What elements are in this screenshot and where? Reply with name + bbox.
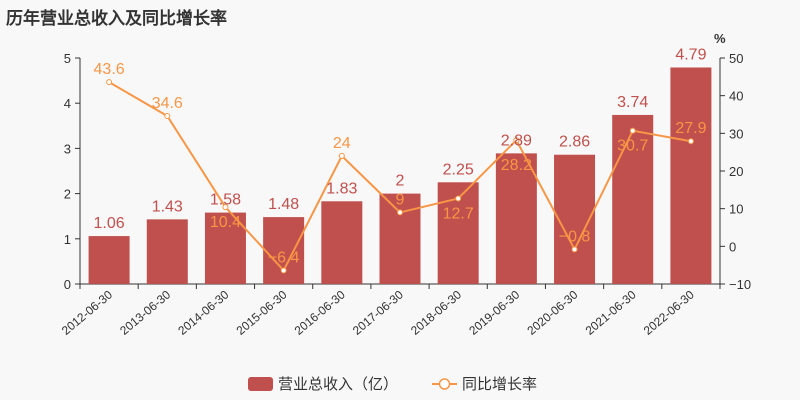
left-tick-label: 1 xyxy=(64,232,71,247)
right-tick-label: 50 xyxy=(729,51,743,66)
line-label: 12.7 xyxy=(443,205,474,222)
left-tick-label: 5 xyxy=(64,51,71,66)
x-tick-label: 2021-06-30 xyxy=(583,287,639,337)
line-label: 34.6 xyxy=(152,95,183,112)
line-point xyxy=(629,127,636,134)
line-label: 30.7 xyxy=(617,138,648,155)
bar xyxy=(612,114,654,285)
line-point xyxy=(455,195,462,202)
bar-label: 1.06 xyxy=(94,215,125,232)
x-tick-label: 2020-06-30 xyxy=(524,287,580,337)
bar xyxy=(88,236,130,284)
x-tick-label: 2022-06-30 xyxy=(641,287,697,337)
bar-label: 1.48 xyxy=(268,196,299,213)
left-tick-label: 3 xyxy=(64,141,71,156)
x-tick-label: 2018-06-30 xyxy=(408,287,464,337)
line-label: 28.2 xyxy=(501,157,532,174)
left-tick-label: 0 xyxy=(64,277,71,292)
line-label: 10.4 xyxy=(210,214,241,231)
bar xyxy=(321,201,363,284)
right-tick-label: 0 xyxy=(729,239,736,254)
legend-bar-label: 营业总收入（亿） xyxy=(278,376,398,393)
bar xyxy=(204,212,246,284)
chart-title: 历年营业总收入及同比增长率 xyxy=(6,9,227,28)
x-tick-label: 2016-06-30 xyxy=(292,287,348,337)
right-axis-unit: % xyxy=(714,31,726,46)
line-label: 27.9 xyxy=(675,120,706,137)
line-point xyxy=(571,246,578,253)
bar-label: 4.79 xyxy=(675,46,706,63)
line-point xyxy=(280,267,287,274)
bar xyxy=(146,219,188,284)
x-tick-label: 2012-06-30 xyxy=(59,287,115,337)
bar-label: 2 xyxy=(396,173,405,190)
left-tick-label: 2 xyxy=(64,187,71,202)
line-point xyxy=(338,152,345,159)
x-tick-label: 2014-06-30 xyxy=(175,287,231,337)
line-point xyxy=(687,138,694,145)
bar-label: 1.83 xyxy=(326,180,357,197)
x-tick-label: 2017-06-30 xyxy=(350,287,406,337)
bar xyxy=(495,153,537,284)
x-tick-label: 2015-06-30 xyxy=(234,287,290,337)
line-point xyxy=(164,113,171,120)
x-tick-label: 2013-06-30 xyxy=(117,287,173,337)
line-label: 24 xyxy=(333,135,351,152)
bar-label: 2.89 xyxy=(501,132,532,149)
right-tick-label: 10 xyxy=(729,202,743,217)
right-tick-label: 30 xyxy=(729,126,743,141)
legend-bar-swatch xyxy=(248,377,273,391)
bar-label: 1.43 xyxy=(152,198,183,215)
line-point xyxy=(513,137,520,144)
line-label: −6.4 xyxy=(268,249,300,266)
line-point xyxy=(222,204,229,211)
right-tick-label: −10 xyxy=(729,277,751,292)
bar-label: 2.86 xyxy=(559,134,590,151)
x-tick-label: 2019-06-30 xyxy=(466,287,522,337)
legend-line-label: 同比增长率 xyxy=(462,376,537,393)
bar-label: 3.74 xyxy=(617,94,648,111)
line-label: −0.8 xyxy=(559,228,591,245)
line-label: 9 xyxy=(396,191,405,208)
bar-label: 1.58 xyxy=(210,192,241,209)
bar-label: 2.25 xyxy=(443,161,474,178)
line-point xyxy=(397,209,403,216)
line-point xyxy=(106,79,113,86)
left-tick-label: 4 xyxy=(64,96,71,111)
legend-line-marker xyxy=(438,378,451,390)
line-label: 43.6 xyxy=(94,61,125,78)
bar xyxy=(670,67,712,284)
right-tick-label: 20 xyxy=(729,164,743,179)
right-tick-label: 40 xyxy=(729,89,743,104)
